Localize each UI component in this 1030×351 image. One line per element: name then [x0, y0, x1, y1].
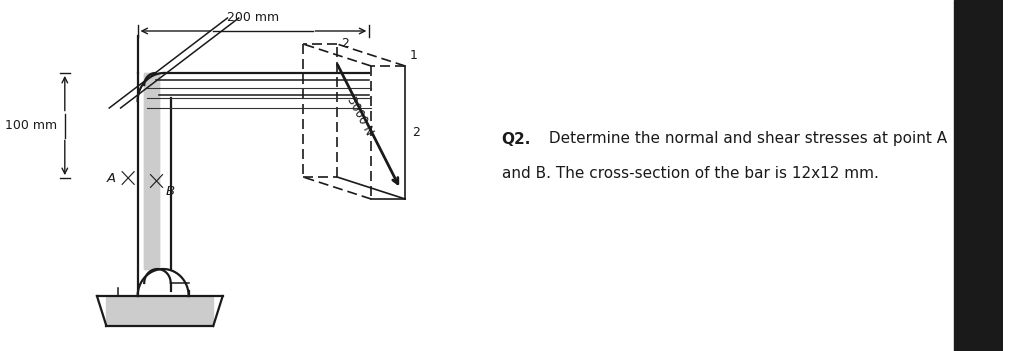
Text: 100 mm: 100 mm	[5, 119, 58, 132]
Text: Determine the normal and shear stresses at point A: Determine the normal and shear stresses …	[544, 132, 948, 146]
Bar	[954, 0, 1003, 351]
Text: 200 mm: 200 mm	[228, 11, 279, 24]
Text: A: A	[106, 172, 115, 185]
Text: 3000 N: 3000 N	[344, 94, 376, 137]
Polygon shape	[144, 73, 160, 269]
Text: B: B	[166, 185, 175, 198]
Text: 2: 2	[341, 37, 348, 50]
Text: Q2.: Q2.	[502, 132, 531, 146]
Text: 2: 2	[412, 126, 419, 139]
Text: 1: 1	[410, 49, 418, 62]
Polygon shape	[106, 297, 213, 325]
Polygon shape	[144, 73, 160, 269]
Text: and B. The cross-section of the bar is 12x12 mm.: and B. The cross-section of the bar is 1…	[502, 166, 879, 180]
